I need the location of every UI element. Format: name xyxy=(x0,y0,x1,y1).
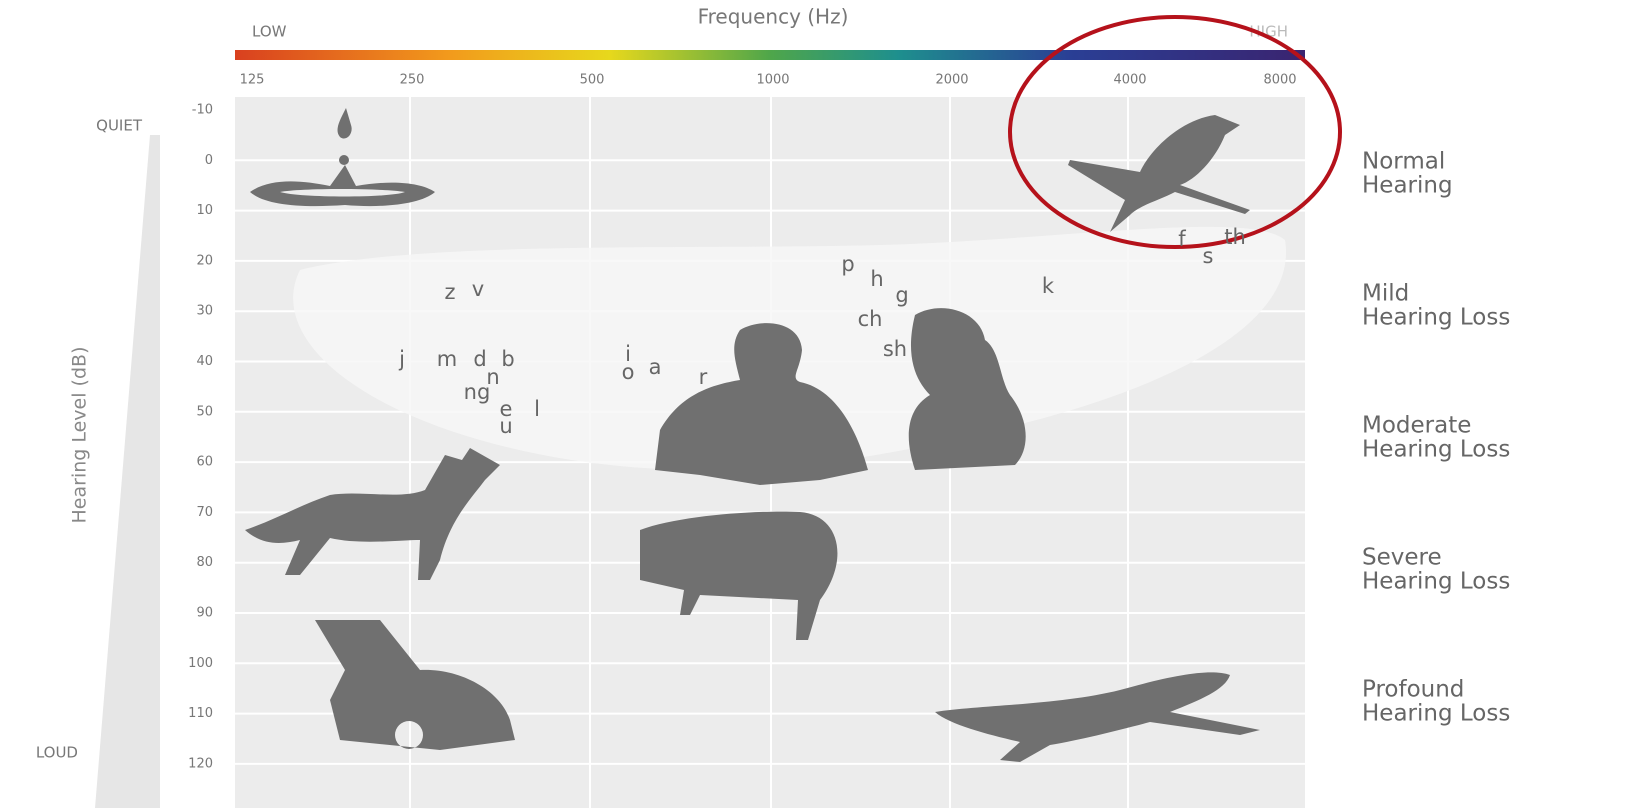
speech-sound: s xyxy=(1203,244,1214,268)
y-tick-label: 110 xyxy=(188,706,213,721)
loudness-wedge xyxy=(95,135,160,808)
level-label: Hearing Loss xyxy=(1362,305,1510,331)
speech-sound: v xyxy=(472,277,484,301)
y-tick-label: 70 xyxy=(196,505,213,520)
speech-sound: z xyxy=(444,280,455,304)
speech-sound: k xyxy=(1042,274,1055,298)
y-tick-label: 90 xyxy=(196,606,213,621)
level-label: Moderate xyxy=(1362,413,1471,439)
level-label: Profound xyxy=(1362,677,1464,703)
splash xyxy=(339,155,349,165)
speech-sound: g xyxy=(895,283,908,307)
speech-sound: o xyxy=(622,360,635,384)
y-tick-label: 40 xyxy=(196,354,213,369)
x-tick-label: 2000 xyxy=(935,73,968,88)
y-tick-label: 0 xyxy=(205,153,213,168)
level-label: Severe xyxy=(1362,545,1442,571)
level-label: Hearing Loss xyxy=(1362,437,1510,463)
speech-sound: h xyxy=(870,267,883,291)
level-label: Normal xyxy=(1362,149,1445,175)
speech-sound: a xyxy=(649,355,662,379)
y-axis-label: Hearing Level (dB) xyxy=(69,347,91,524)
x-tick-label: 8000 xyxy=(1263,73,1296,88)
loud-label: LOUD xyxy=(36,744,78,762)
speech-sound: m xyxy=(437,347,457,371)
y-tick-label: 100 xyxy=(188,656,213,671)
x-tick-label: 500 xyxy=(580,73,605,88)
quiet-label: QUIET xyxy=(96,117,143,135)
level-label: Hearing Loss xyxy=(1362,569,1510,595)
speech-sound: l xyxy=(534,397,540,421)
speech-sound: p xyxy=(841,252,854,276)
speech-sound: r xyxy=(699,365,708,389)
speech-sound: j xyxy=(398,347,405,371)
page: Frequency (Hz) LOW HIGH QUIET LOUD Heari… xyxy=(0,0,1632,808)
speech-sound: f xyxy=(1178,227,1186,251)
level-label: Hearing xyxy=(1362,173,1453,199)
y-tick-label: -10 xyxy=(192,103,213,118)
audiogram: Frequency (Hz) LOW HIGH QUIET LOUD Heari… xyxy=(0,0,1632,808)
speech-sound: ng xyxy=(464,380,491,404)
speech-sound: sh xyxy=(883,337,907,361)
y-tick-label: 20 xyxy=(196,253,213,268)
x-tick-label: 4000 xyxy=(1113,73,1146,88)
y-tick-label: 120 xyxy=(188,756,213,771)
frequency-spectrum xyxy=(235,50,1305,60)
title: Frequency (Hz) xyxy=(698,5,849,29)
x-tick-label: 125 xyxy=(240,73,265,88)
speech-sound: u xyxy=(499,414,512,438)
y-tick-label: 80 xyxy=(196,555,213,570)
speech-sound: b xyxy=(501,347,514,371)
y-tick-label: 50 xyxy=(196,404,213,419)
y-tick-label: 60 xyxy=(196,455,213,470)
speech-sound: d xyxy=(473,347,486,371)
x-tick-label: 1000 xyxy=(756,73,789,88)
y-tick-label: 30 xyxy=(196,304,213,319)
speech-sound: ch xyxy=(858,307,883,331)
y-tick-label: 10 xyxy=(196,203,213,218)
x-tick-label: 250 xyxy=(400,73,425,88)
speech-sound: th xyxy=(1224,225,1246,249)
level-label: Hearing Loss xyxy=(1362,701,1510,727)
level-label: Mild xyxy=(1362,281,1409,307)
low-label: LOW xyxy=(252,23,287,41)
